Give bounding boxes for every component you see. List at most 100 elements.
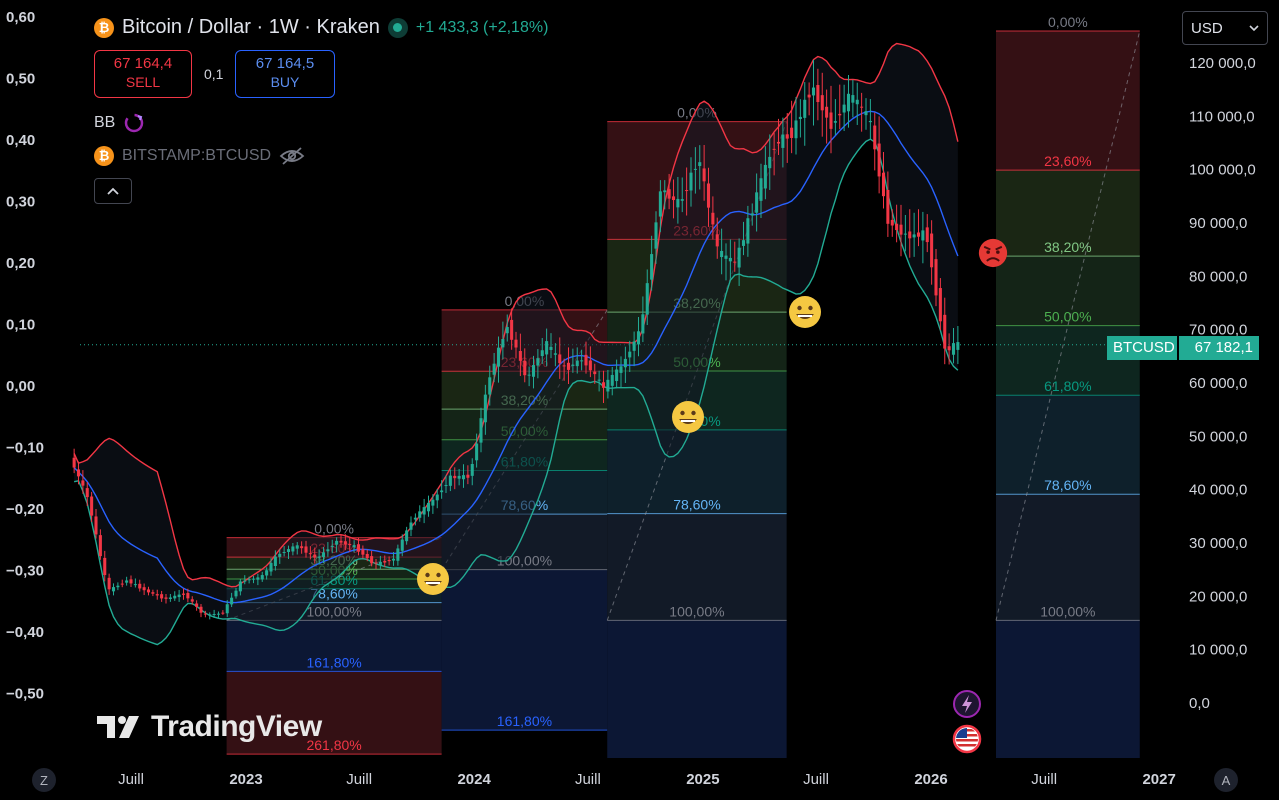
candle bbox=[553, 343, 557, 367]
bollinger-lower bbox=[73, 138, 959, 646]
candle bbox=[356, 537, 361, 556]
currency-select[interactable]: USD bbox=[1182, 11, 1268, 45]
candle bbox=[685, 167, 689, 216]
left-axis-tick-label: −0,50 bbox=[6, 686, 44, 703]
indicator-label[interactable]: BB bbox=[94, 114, 116, 131]
candle bbox=[111, 583, 116, 596]
symbol-header[interactable]: ₿ Bitcoin / Dollar · 1W · Kraken +1 433,… bbox=[94, 16, 548, 39]
candle bbox=[510, 308, 514, 350]
buy-button[interactable]: 67 164,5 BUY bbox=[235, 50, 335, 98]
candle bbox=[523, 348, 527, 383]
candle bbox=[584, 341, 588, 374]
candle bbox=[317, 549, 321, 565]
candle bbox=[947, 333, 951, 365]
tradingview-watermark[interactable]: TradingView bbox=[97, 710, 322, 744]
zoom-time-button[interactable]: Z bbox=[32, 768, 56, 792]
candle bbox=[256, 573, 260, 586]
candle bbox=[300, 541, 304, 554]
candle bbox=[125, 576, 129, 586]
candle bbox=[873, 112, 877, 171]
candle bbox=[693, 147, 697, 194]
candle bbox=[505, 314, 509, 342]
candle bbox=[190, 596, 194, 605]
candle bbox=[925, 214, 929, 253]
candle bbox=[851, 79, 855, 118]
candle bbox=[483, 384, 487, 435]
candle bbox=[94, 508, 98, 539]
buy-label: BUY bbox=[270, 74, 300, 90]
sell-button[interactable]: 67 164,4 SELL bbox=[94, 50, 192, 98]
candle bbox=[129, 575, 133, 588]
candle bbox=[772, 132, 776, 176]
candle bbox=[531, 355, 536, 389]
time-axis-label: Juill bbox=[803, 771, 829, 788]
candle bbox=[138, 579, 142, 592]
candle bbox=[908, 209, 912, 258]
symbol-title[interactable]: Bitcoin / Dollar · 1W · Kraken bbox=[122, 16, 380, 38]
fib-level-label: 261,80% bbox=[306, 737, 361, 753]
candle bbox=[448, 469, 452, 492]
angry-emoji-icon[interactable] bbox=[978, 238, 1008, 268]
candle bbox=[457, 468, 461, 486]
candle bbox=[339, 534, 343, 548]
candle bbox=[566, 347, 571, 385]
right-axis-tick-label: 20 000,0 bbox=[1189, 588, 1247, 605]
chevron-up-icon bbox=[107, 187, 119, 195]
lightning-event-icon[interactable] bbox=[952, 689, 982, 719]
candle bbox=[619, 356, 623, 388]
grin-emoji-icon[interactable] bbox=[788, 295, 822, 329]
grin-emoji-icon[interactable] bbox=[671, 400, 705, 434]
candle bbox=[321, 547, 326, 564]
candle bbox=[396, 544, 400, 566]
candle bbox=[663, 180, 667, 210]
candle bbox=[785, 112, 789, 163]
left-axis-tick-label: 0,20 bbox=[6, 255, 35, 272]
left-axis-tick-label: 0,50 bbox=[6, 71, 35, 88]
candle bbox=[453, 467, 457, 490]
candle bbox=[72, 448, 76, 474]
candle bbox=[470, 458, 474, 486]
left-axis-tick-label: −0,10 bbox=[6, 440, 44, 457]
candle bbox=[759, 163, 763, 219]
candle bbox=[868, 99, 872, 140]
candle bbox=[571, 348, 575, 373]
fib-zone bbox=[996, 395, 1140, 495]
fib-zone bbox=[996, 31, 1140, 171]
candle bbox=[597, 370, 601, 392]
candle bbox=[606, 369, 610, 399]
hidden-eye-icon[interactable] bbox=[279, 146, 305, 166]
fib-zone bbox=[996, 494, 1140, 621]
chevron-down-icon bbox=[1249, 25, 1259, 32]
compare-legend[interactable]: ₿ BITSTAMP:BTCUSD bbox=[94, 146, 305, 166]
auto-scale-button[interactable]: A bbox=[1214, 768, 1238, 792]
candle bbox=[658, 180, 662, 233]
time-axis-label: 2026 bbox=[914, 771, 947, 788]
compare-symbol[interactable]: BITSTAMP:BTCUSD bbox=[122, 147, 272, 164]
candle bbox=[221, 610, 225, 615]
candle bbox=[378, 555, 382, 569]
candle bbox=[518, 333, 522, 377]
candle bbox=[895, 204, 899, 243]
candle bbox=[807, 82, 811, 116]
collapse-legend-button[interactable] bbox=[94, 178, 132, 204]
time-axis-label: 2024 bbox=[457, 771, 491, 788]
candle bbox=[645, 269, 649, 326]
indicator-legend[interactable]: BB bbox=[94, 112, 145, 134]
left-axis-tick-label: −0,30 bbox=[6, 563, 44, 580]
candle bbox=[208, 612, 212, 620]
candle bbox=[676, 176, 680, 224]
candle bbox=[776, 118, 781, 155]
candle bbox=[846, 75, 851, 128]
candle bbox=[842, 84, 846, 132]
candle bbox=[741, 221, 746, 256]
candle bbox=[116, 582, 120, 591]
candle bbox=[291, 542, 295, 556]
grin-emoji-icon[interactable] bbox=[416, 562, 450, 596]
us-flag-event-icon[interactable] bbox=[952, 724, 982, 754]
right-axis-tick-label: 60 000,0 bbox=[1189, 375, 1247, 392]
candle bbox=[203, 610, 207, 618]
candle bbox=[230, 592, 234, 608]
loading-icon bbox=[125, 113, 144, 133]
candles bbox=[72, 59, 960, 620]
